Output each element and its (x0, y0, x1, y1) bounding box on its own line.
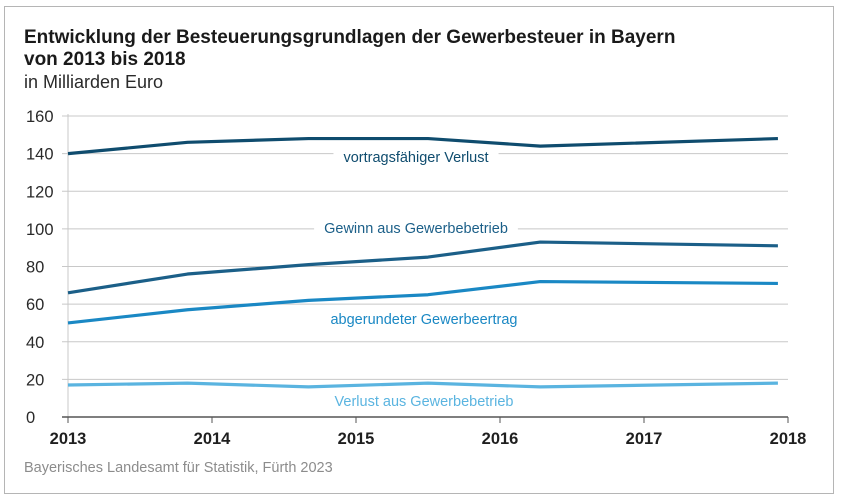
series-line-3 (67, 381, 778, 389)
x-tick-label: 2016 (482, 430, 519, 448)
y-tick-label: 0 (26, 409, 35, 427)
series-label: Verlust aus Gewerbebetrieb (335, 394, 514, 410)
y-tick-label: 20 (26, 371, 44, 389)
chart-title: Entwicklung der Besteuerungsgrundlagen d… (24, 27, 675, 71)
x-tick-label: 2018 (770, 430, 807, 448)
series-line-0 (67, 136, 778, 156)
x-tick-label: 2015 (338, 430, 375, 448)
series-line-2 (67, 279, 778, 325)
series-label: abgerundeter Gewerbeertrag (330, 312, 517, 328)
y-tick-label: 100 (26, 221, 54, 239)
series-label-bg (314, 221, 518, 237)
series-label-bg (320, 312, 528, 328)
y-tick-label: 120 (26, 183, 54, 201)
source-note: Bayerisches Landesamt für Statistik, Für… (24, 460, 333, 476)
chart-title-line-2: von 2013 bis 2018 (24, 49, 186, 70)
x-tick-label: 2013 (50, 430, 87, 448)
y-tick-label: 40 (26, 334, 44, 352)
y-tick-label: 60 (26, 296, 44, 314)
y-tick-label: 140 (26, 146, 54, 164)
chart-subtitle: in Milliarden Euro (24, 72, 164, 92)
y-axis: 0 20 40 60 80 100 120 140 160 (26, 108, 69, 427)
x-tick-label: 2017 (626, 430, 663, 448)
y-tick-label: 80 (26, 259, 44, 277)
series-lines (67, 136, 778, 389)
series-labels: vortragsfähiger Verlust Gewinn aus Gewerb… (314, 150, 528, 410)
series-label-bg (324, 394, 524, 410)
series-label: Gewinn aus Gewerbebetrieb (324, 221, 508, 237)
series-label: vortragsfähiger Verlust (343, 150, 488, 166)
chart-title-line-1: Entwicklung der Besteuerungsgrundlagen d… (24, 27, 676, 48)
series-line-1 (67, 240, 778, 295)
x-axis: 2013 2014 2015 2016 2017 2018 (50, 416, 807, 448)
y-tick-label: 160 (26, 108, 54, 126)
x-tick-label: 2014 (194, 430, 232, 448)
chart-frame (4, 6, 834, 494)
series-label-bg (333, 150, 499, 166)
